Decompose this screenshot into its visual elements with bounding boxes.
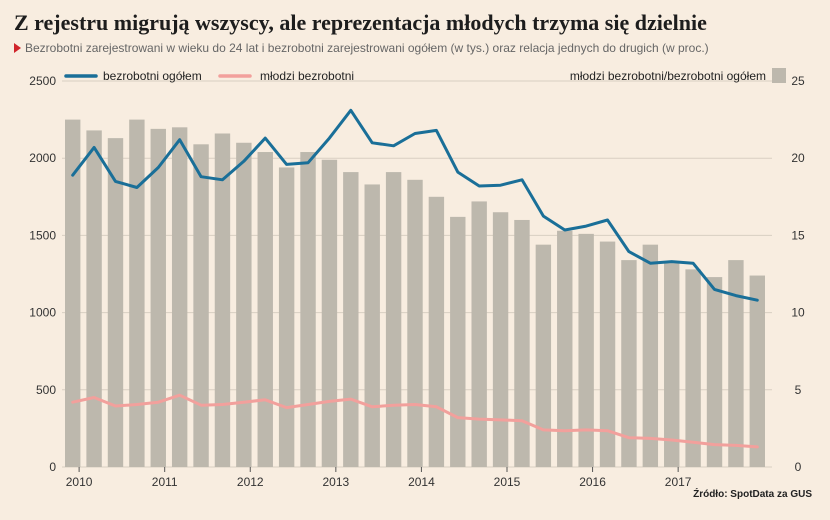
ratio-bar (150, 128, 166, 467)
ratio-bar (706, 277, 723, 467)
x-axis-tick-label: 2012 (237, 475, 264, 489)
ratio-bar (749, 275, 766, 467)
ratio-bar (450, 216, 466, 467)
x-axis-tick-label: 2011 (152, 475, 178, 489)
ratio-bar (621, 260, 637, 467)
x-axis-tick-label: 2013 (322, 475, 349, 489)
ratio-bar (236, 142, 252, 467)
left-axis-tick-label: 2500 (29, 74, 56, 88)
left-axis-tick-label: 0 (49, 460, 56, 474)
ratio-bar (129, 119, 145, 467)
chart-title: Z rejestru migrują wszyscy, ale reprezen… (14, 10, 707, 35)
left-axis-tick-label: 2000 (29, 151, 56, 165)
total-line (71, 108, 759, 302)
ratio-bar (642, 244, 659, 467)
ratio-bar (407, 179, 423, 468)
ratio-bar (86, 130, 102, 467)
ratio-bar (193, 144, 209, 467)
ratio-bar (578, 233, 594, 467)
ratio-bar (321, 159, 338, 467)
right-axis-tick-label: 15 (791, 228, 805, 242)
ratio-bar (514, 219, 530, 467)
right-axis-tick-label: 25 (791, 74, 805, 88)
chart-subtitle-text: Bezrobotni zarejestrowani w wieku do 24 … (25, 41, 709, 55)
ratio-bar (64, 119, 81, 467)
ratio-bar (471, 201, 487, 467)
x-axis-tick-label: 2014 (408, 475, 435, 489)
left-axis-tick-label: 1000 (29, 306, 56, 320)
right-axis-tick-label: 20 (791, 151, 805, 165)
ratio-bar (599, 241, 616, 467)
red-triangle-icon (14, 43, 21, 53)
ratio-bar (107, 138, 124, 468)
ratio-bar (171, 127, 188, 467)
ratio-bar (535, 244, 552, 467)
ratio-bar (214, 133, 231, 467)
right-axis-tick-label: 5 (795, 383, 802, 397)
right-axis-tick-label: 0 (795, 460, 802, 474)
x-axis-tick-label: 2017 (665, 475, 692, 489)
source-note: Źródło: SpotData za GUS (693, 489, 812, 500)
ratio-bar (300, 152, 316, 468)
x-axis-tick-label: 2010 (66, 475, 93, 489)
legend-label-total: bezrobotni ogółem (103, 69, 202, 83)
ratio-bar (343, 172, 359, 467)
ratio-bar (492, 212, 509, 467)
ratio-bar (428, 196, 445, 468)
chart-subtitle: Bezrobotni zarejestrowani w wieku do 24 … (14, 41, 709, 55)
x-axis-tick-label: 2015 (494, 475, 521, 489)
ratio-bar (664, 263, 680, 467)
ratio-bar (385, 172, 402, 467)
ratio-bar (364, 184, 380, 467)
young-line (71, 393, 759, 449)
ratio-bar (278, 167, 295, 468)
left-axis-tick-label: 1500 (29, 228, 56, 242)
legend-swatch-ratio (772, 68, 786, 83)
legend-label-young: młodzi bezrobotni (260, 69, 354, 83)
ratio-bar (257, 152, 273, 468)
left-axis-tick-label: 500 (36, 383, 56, 397)
x-axis-tick-label: 2016 (579, 475, 606, 489)
ratio-bar (557, 230, 573, 467)
legend-label-ratio: młodzi bezrobotni/bezrobotni ogółem (570, 69, 766, 83)
right-axis-tick-label: 10 (791, 306, 805, 320)
ratio-bar (685, 269, 701, 467)
ratio-bar (728, 260, 744, 467)
